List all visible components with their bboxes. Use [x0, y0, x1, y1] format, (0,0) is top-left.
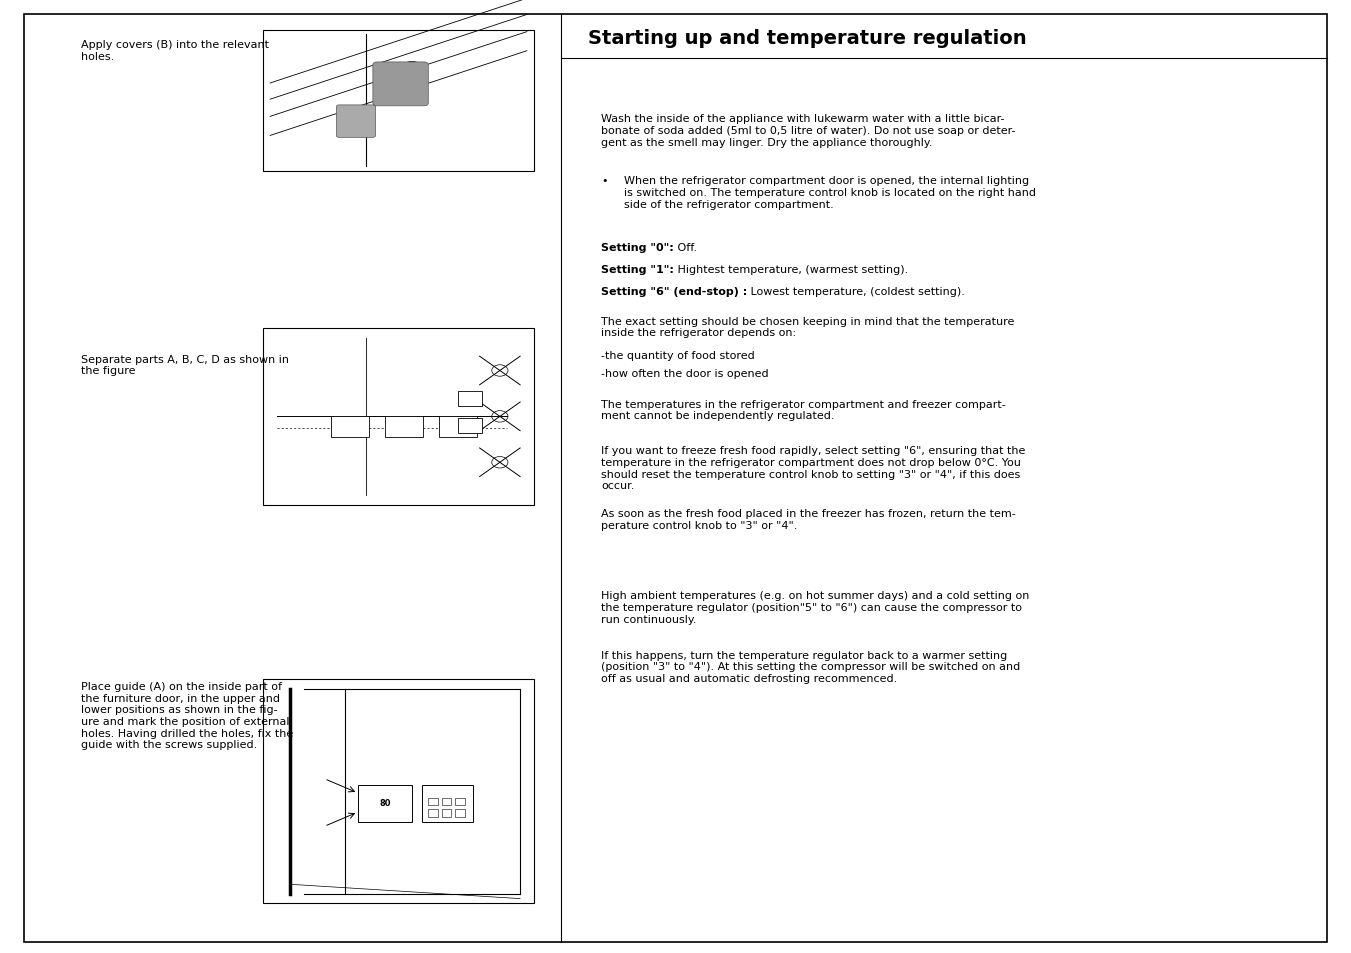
Text: When the refrigerator compartment door is opened, the internal lighting
is switc: When the refrigerator compartment door i… [624, 176, 1036, 210]
Text: 80: 80 [380, 799, 390, 807]
FancyBboxPatch shape [24, 15, 1327, 942]
Bar [442, 798, 451, 805]
Text: -the quantity of food stored: -the quantity of food stored [601, 351, 755, 360]
Text: Setting "6" (end-stop) :: Setting "6" (end-stop) : [601, 287, 747, 296]
Text: The exact setting should be chosen keeping in mind that the temperature
inside t: The exact setting should be chosen keepi… [601, 316, 1015, 338]
FancyBboxPatch shape [373, 63, 428, 107]
Text: Setting "1":: Setting "1": [601, 265, 674, 274]
FancyBboxPatch shape [263, 329, 534, 505]
Text: Off.: Off. [674, 243, 697, 253]
Text: The temperatures in the refrigerator compartment and freezer compart-
ment canno: The temperatures in the refrigerator com… [601, 399, 1006, 421]
FancyBboxPatch shape [263, 30, 534, 172]
Text: Lowest temperature, (coldest setting).: Lowest temperature, (coldest setting). [747, 287, 966, 296]
Bar [428, 809, 438, 817]
Text: -how often the door is opened: -how often the door is opened [601, 369, 769, 378]
Bar [455, 798, 465, 805]
Bar [422, 785, 473, 821]
Text: High ambient temperatures (e.g. on hot summer days) and a cold setting on
the te: High ambient temperatures (e.g. on hot s… [601, 591, 1029, 624]
FancyBboxPatch shape [263, 679, 534, 903]
Text: Starting up and temperature regulation: Starting up and temperature regulation [588, 29, 1027, 48]
Text: If you want to freeze fresh food rapidly, select setting "6", ensuring that the
: If you want to freeze fresh food rapidly… [601, 446, 1025, 491]
Text: If this happens, turn the temperature regulator back to a warmer setting
(positi: If this happens, turn the temperature re… [601, 650, 1020, 683]
Text: •: • [601, 176, 608, 186]
Bar [455, 809, 465, 817]
Text: Separate parts A, B, C, D as shown in
the figure: Separate parts A, B, C, D as shown in th… [81, 355, 289, 376]
Bar [458, 392, 482, 407]
Bar [458, 418, 482, 434]
Bar [385, 417, 423, 438]
Bar [439, 417, 477, 438]
Bar [331, 417, 369, 438]
Text: Place guide (A) on the inside part of
the furniture door, in the upper and
lower: Place guide (A) on the inside part of th… [81, 681, 293, 749]
Bar [358, 785, 412, 821]
Text: Wash the inside of the appliance with lukewarm water with a little bicar-
bonate: Wash the inside of the appliance with lu… [601, 114, 1016, 148]
Text: As soon as the fresh food placed in the freezer has frozen, return the tem-
pera: As soon as the fresh food placed in the … [601, 509, 1016, 531]
FancyBboxPatch shape [336, 106, 376, 138]
Bar [442, 809, 451, 817]
Bar [428, 798, 438, 805]
Text: Setting "0":: Setting "0": [601, 243, 674, 253]
Text: Apply covers (B) into the relevant
holes.: Apply covers (B) into the relevant holes… [81, 40, 269, 62]
Text: Hightest temperature, (warmest setting).: Hightest temperature, (warmest setting). [674, 265, 908, 274]
